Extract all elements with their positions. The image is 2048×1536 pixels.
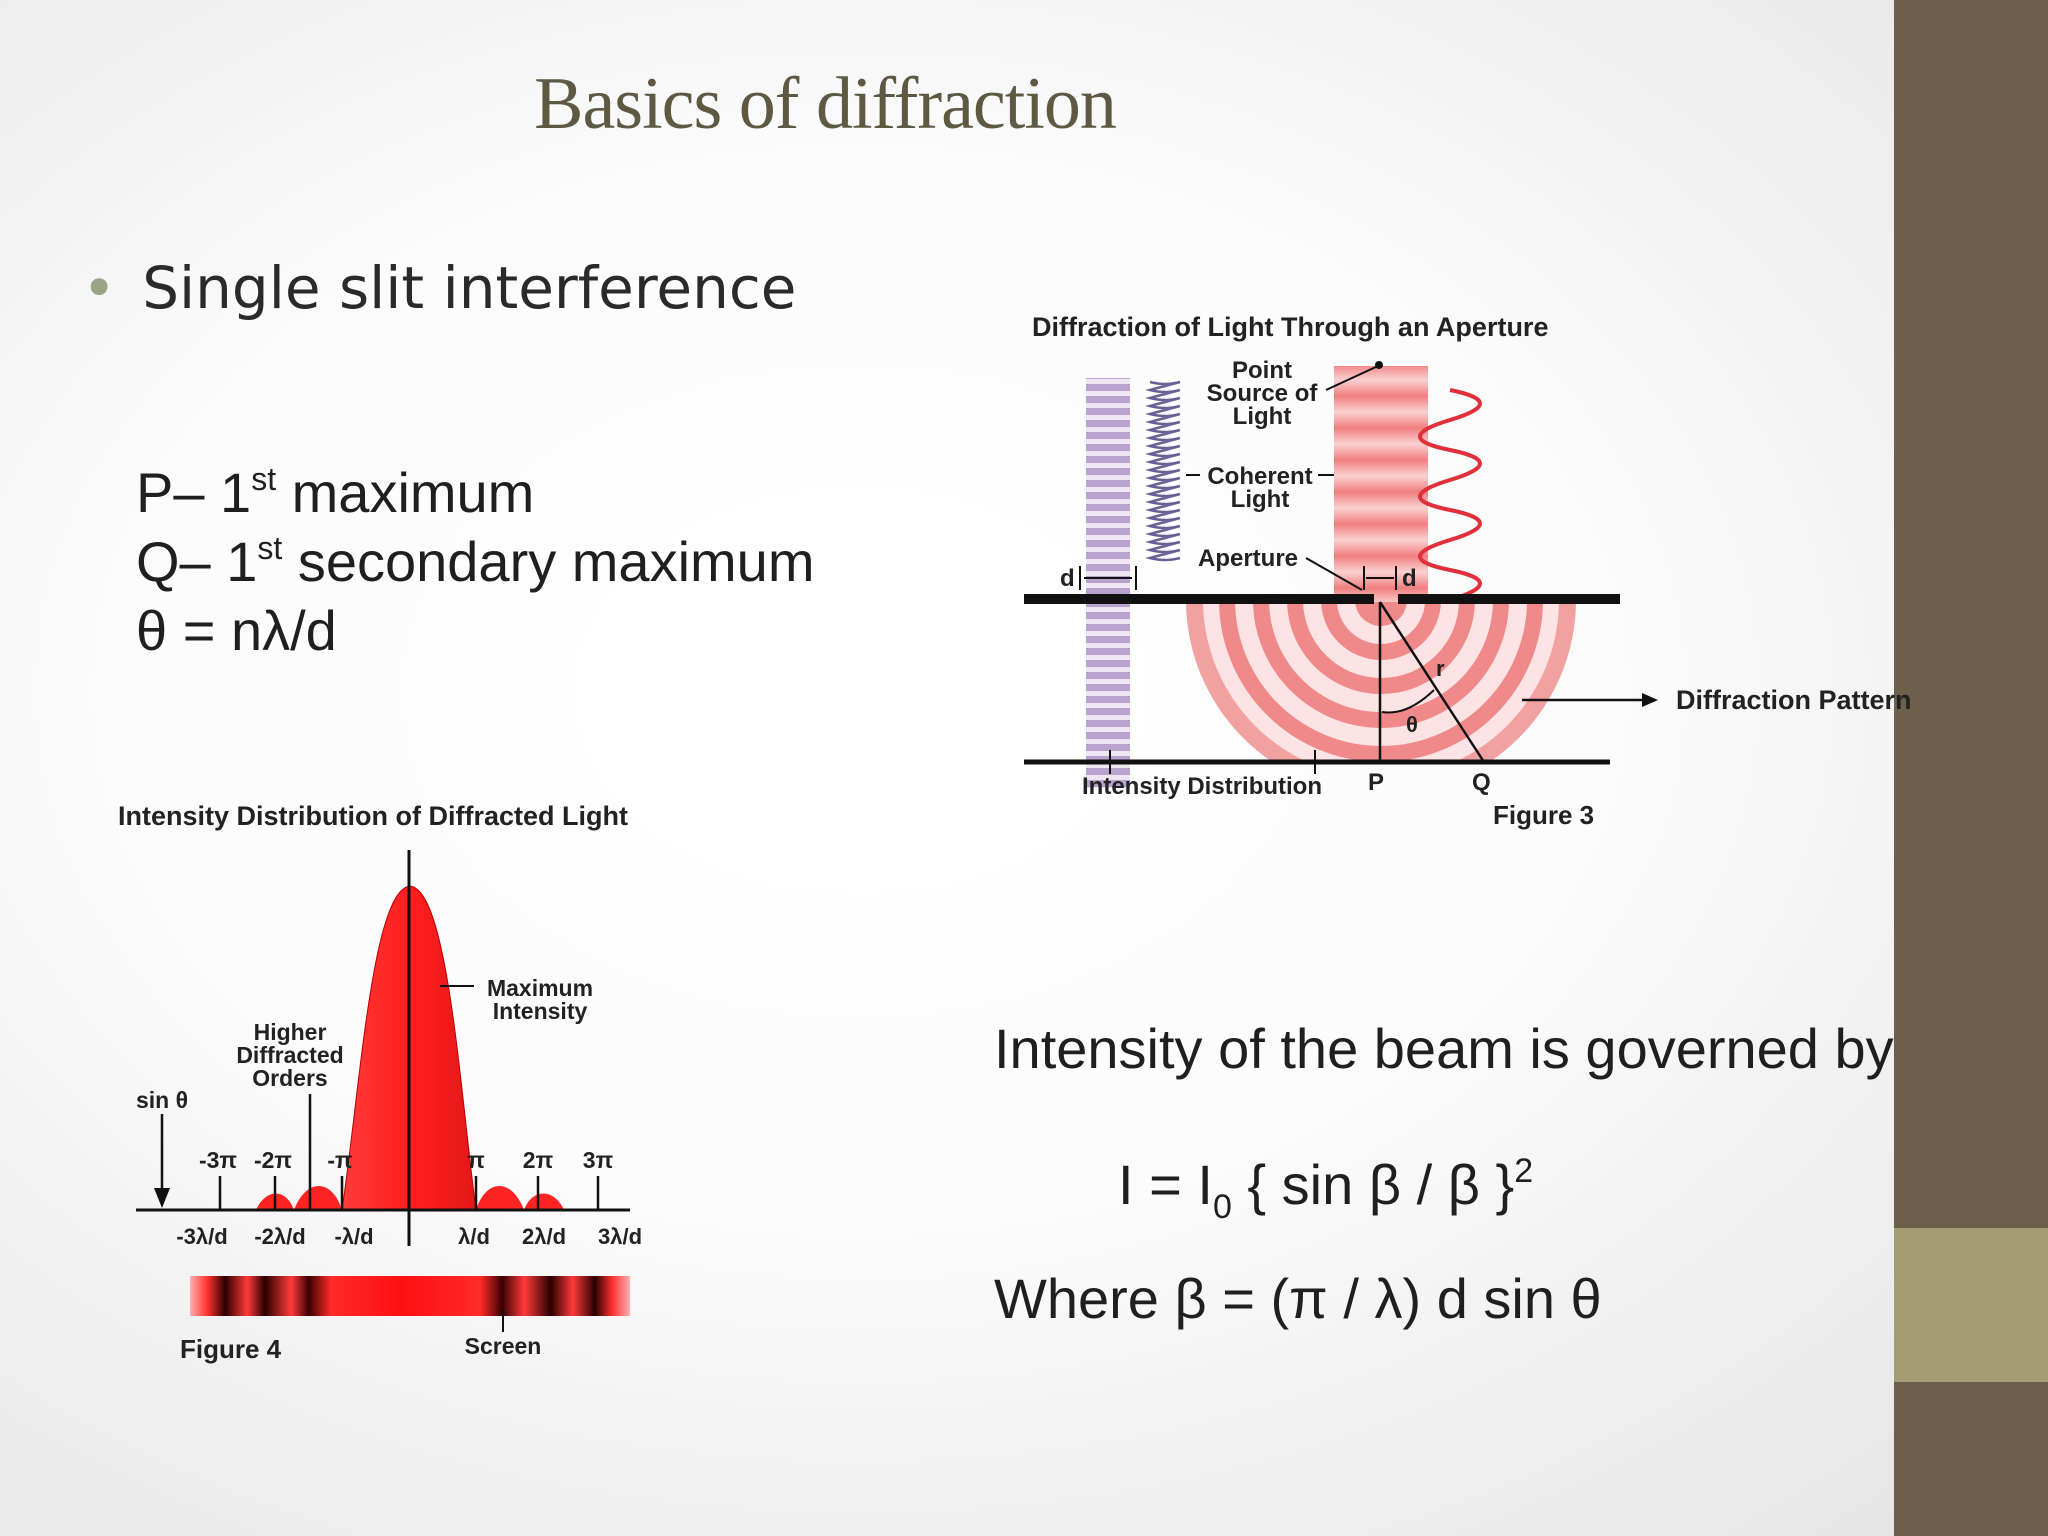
formula-sub: 0: [1212, 1188, 1232, 1226]
q-label: Q: [1472, 769, 1491, 796]
sidebar-accent-block: [1894, 1228, 2048, 1382]
d-left-label: d: [1060, 565, 1075, 592]
top-tick-label: -3π: [199, 1147, 237, 1173]
first-order-right: [476, 1186, 524, 1210]
p-label: P: [1368, 769, 1384, 796]
arrow-down-icon: [154, 1188, 170, 1208]
definition-q-prefix: Q– 1: [136, 530, 258, 593]
top-tick-label: 3π: [583, 1147, 613, 1173]
definition-q: Q– 1st secondary maximum: [136, 527, 814, 596]
maximum-intensity-line-1: Maximum: [487, 975, 593, 1001]
top-tick-label: π: [467, 1147, 485, 1173]
point-source-line-2: Source of: [1207, 380, 1319, 407]
aperture-label: Aperture: [1198, 545, 1298, 572]
definition-p-sup: st: [251, 461, 277, 497]
point-source-line-1: Point: [1232, 357, 1292, 384]
figure-4-caption: Figure 4: [180, 1334, 282, 1364]
higher-orders-line-2: Diffracted: [236, 1042, 343, 1068]
definition-p-rest: maximum: [276, 461, 535, 524]
d-right-label: d: [1402, 565, 1417, 592]
formula-mid: { sin β / β }: [1231, 1153, 1515, 1216]
aperture-pointer: [1305, 557, 1363, 591]
bottom-tick-label: -2λ/d: [254, 1224, 305, 1249]
point-source-line-3: Light: [1233, 403, 1292, 430]
definition-q-rest: secondary maximum: [282, 530, 815, 593]
top-tick-label: -π: [327, 1147, 352, 1173]
coherent-line-2: Light: [1231, 486, 1290, 513]
long-wave: [1418, 388, 1482, 632]
theta-label: θ: [1406, 712, 1418, 737]
theta-arc: [1381, 689, 1435, 714]
definition-theta: θ = nλ/d: [136, 599, 337, 662]
figure-4-chart: Intensity Distribution of Diffracted Lig…: [118, 801, 642, 1364]
bottom-tick-label: 3λ/d: [598, 1224, 642, 1249]
short-wave: [1144, 380, 1181, 562]
first-order-left: [294, 1186, 342, 1210]
intensity-intro: Intensity of the beam is governed by: [994, 1017, 1894, 1080]
bottom-tick-label: -3λ/d: [176, 1224, 227, 1249]
definition-lines: P– 1st maximum Q– 1st secondary maximum …: [136, 458, 814, 665]
bottom-tick-label: 2λ/d: [522, 1224, 566, 1249]
figure-3-caption: Figure 3: [1493, 800, 1594, 830]
bullet-item: • Single slit interference: [82, 254, 796, 322]
definition-p: P– 1st maximum: [136, 458, 814, 527]
barrier-left: [1024, 594, 1374, 604]
diffraction-pattern-label: Diffraction Pattern: [1676, 685, 1912, 715]
coherent-line-1: Coherent: [1207, 463, 1312, 490]
screen-label: Screen: [465, 1333, 542, 1359]
slide-title: Basics of diffraction: [534, 63, 1117, 145]
maximum-intensity-line-2: Intensity: [493, 998, 588, 1024]
higher-orders-line-1: Higher: [254, 1019, 327, 1045]
bottom-tick-label: -λ/d: [334, 1224, 373, 1249]
beta-definition: Where β = (π / λ) d sin θ: [994, 1267, 1602, 1330]
incoherent-light-column: [1086, 378, 1130, 788]
definition-p-prefix: P– 1: [136, 461, 252, 524]
definition-q-sup: st: [257, 530, 283, 566]
sin-theta-label: sin θ: [136, 1087, 188, 1113]
formula-sup: 2: [1514, 1152, 1534, 1190]
figure-4-title: Intensity Distribution of Diffracted Lig…: [118, 801, 628, 831]
higher-orders-line-3: Orders: [252, 1065, 327, 1091]
bullet-text: Single slit interference: [142, 254, 797, 322]
r-label: r: [1436, 656, 1445, 681]
top-tick-label: -2π: [254, 1147, 292, 1173]
figure-3-diagram: Diffraction of Light Through an Aperture…: [1024, 312, 1620, 830]
barrier-right: [1398, 594, 1620, 604]
top-tick-label: 2π: [523, 1147, 553, 1173]
diffraction-pattern-callout: Diffraction Pattern: [1522, 685, 1912, 715]
figure-3-title: Diffraction of Light Through an Aperture: [1032, 312, 1548, 342]
bottom-tick-label: λ/d: [458, 1224, 490, 1249]
intensity-distribution-label: Intensity Distribution: [1082, 773, 1322, 800]
arrow-right-icon: [1642, 693, 1658, 707]
point-source-pointer: [1325, 365, 1379, 391]
screen-band: [190, 1276, 630, 1316]
bullet-dot-icon: •: [82, 254, 117, 322]
formula-lhs: I = I: [1118, 1153, 1213, 1216]
q-line: [1378, 601, 1486, 763]
intensity-formula: I = I0 { sin β / β }2: [1118, 1152, 1534, 1224]
second-order-right: [524, 1193, 564, 1210]
